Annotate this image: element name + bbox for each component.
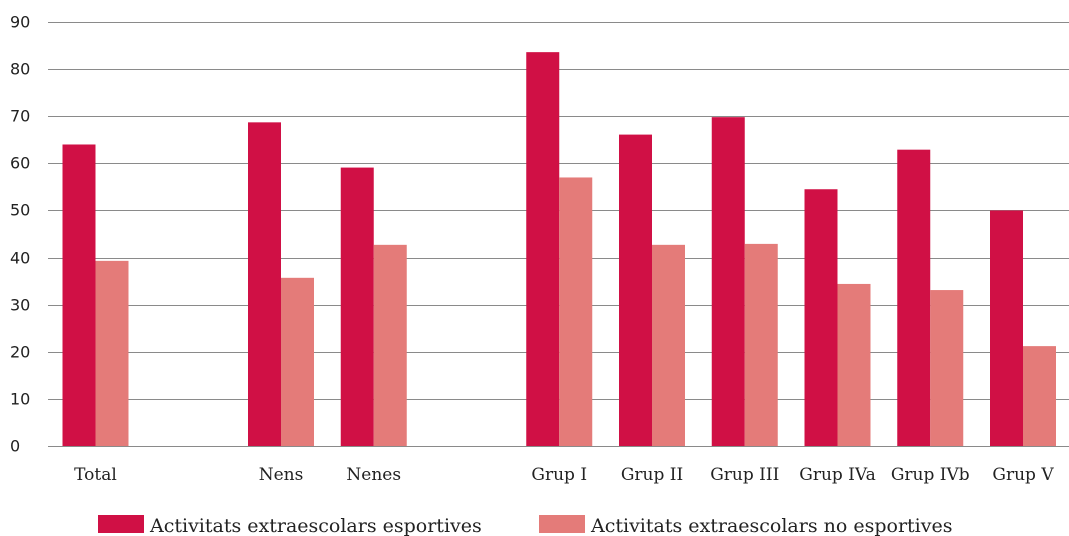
y-tick-label: 90 — [10, 13, 30, 32]
x-category-label: Grup IVa — [799, 465, 876, 485]
bar-esportives-nens — [248, 122, 281, 446]
y-tick-label: 50 — [10, 201, 30, 220]
legend-swatch — [98, 515, 144, 533]
bar-esportives-total — [62, 144, 96, 446]
legend-swatch — [539, 515, 585, 533]
y-tick-label: 30 — [10, 296, 30, 315]
y-tick-label: 40 — [10, 249, 30, 268]
bar-esportives-grup-iva — [804, 189, 838, 446]
x-axis-labels: Total Nens Nenes Grup I Grup II Grup III Grup … — [74, 465, 1054, 485]
bars — [62, 52, 1056, 447]
y-tick-label: 80 — [10, 60, 30, 79]
legend-label: Activitats extraescolars no esportives — [590, 515, 952, 536]
x-category-label: Grup I — [531, 465, 587, 485]
bar-no-esportives-grup-i — [559, 177, 593, 446]
x-category-label: Grup V — [992, 465, 1054, 485]
bar-no-esportives-nens — [281, 277, 314, 446]
y-tick-label: 10 — [10, 390, 30, 409]
bar-esportives-nenes — [340, 167, 374, 446]
x-category-label: Grup IVb — [891, 465, 970, 485]
x-category-label: Grup III — [710, 465, 779, 485]
y-tick-label: 60 — [10, 154, 30, 173]
y-axis-ticks: 0 10 20 30 40 50 60 70 80 90 — [10, 13, 30, 456]
legend-label: Activitats extraescolars esportives — [149, 515, 482, 536]
y-tick-label: 70 — [10, 107, 30, 126]
bar-esportives-grup-v — [990, 210, 1023, 446]
y-tick-label: 0 — [10, 437, 20, 456]
legend: Activitats extraescolars esportives Activ… — [98, 515, 952, 536]
x-category-label: Total — [74, 465, 117, 485]
bar-no-esportives-grup-ivb — [930, 290, 964, 446]
bar-no-esportives-total — [95, 260, 129, 446]
x-category-label: Nenes — [346, 465, 401, 485]
bar-esportives-grup-iii — [711, 117, 745, 447]
bar-no-esportives-grup-ii — [652, 244, 685, 446]
bar-no-esportives-grup-iii — [744, 243, 778, 446]
y-tick-label: 20 — [10, 343, 30, 362]
bar-esportives-grup-ivb — [897, 149, 931, 446]
x-category-label: Grup II — [621, 465, 683, 485]
x-category-label: Nens — [259, 465, 304, 485]
bar-esportives-grup-ii — [619, 134, 652, 446]
bar-no-esportives-grup-v — [1023, 346, 1056, 446]
bar-no-esportives-nenes — [373, 244, 407, 446]
bar-esportives-grup-i — [526, 52, 560, 446]
bar-no-esportives-grup-iva — [837, 283, 871, 446]
